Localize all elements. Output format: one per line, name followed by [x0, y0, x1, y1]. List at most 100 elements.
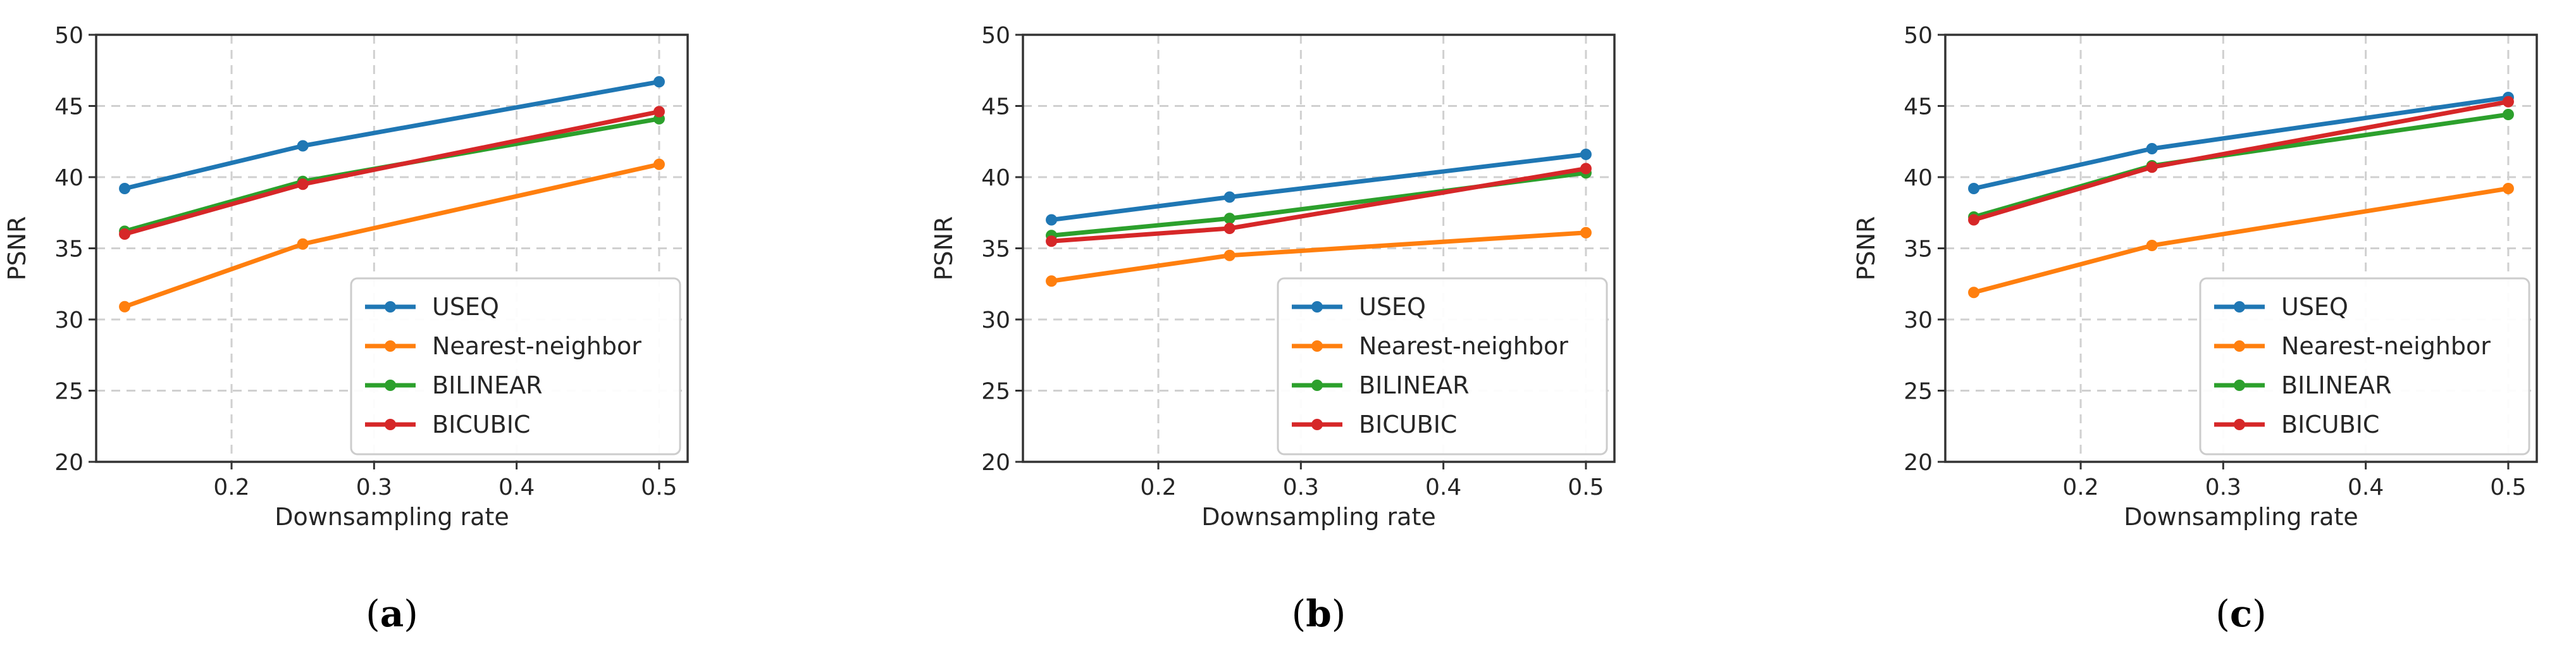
legend-label: BILINEAR [1359, 371, 1470, 399]
panel-label: (b) [1292, 592, 1346, 635]
legend-box [1277, 277, 1608, 456]
y-tick-label: 50 [1904, 23, 1933, 49]
legend-marker [1311, 301, 1323, 313]
series-line-useq [122, 79, 662, 191]
y-axis: 20 25 30 35 40 45 50 [1904, 23, 1945, 476]
data-point-nearest-neighbor [653, 158, 665, 170]
x-axis: 0.2 0.3 0.4 0.5 [213, 462, 678, 500]
y-axis-label: PSNR [1852, 216, 1880, 281]
series-line-useq [1049, 152, 1588, 222]
x-tick-label: 0.5 [641, 474, 677, 500]
legend-item-useq: USEQ [365, 293, 499, 321]
x-axis-label: Downsampling rate [2124, 503, 2358, 531]
y-tick-label: 40 [981, 165, 1010, 191]
data-point-nearest-neighbor [1580, 226, 1592, 239]
legend-label: Nearest-neighbor [1359, 332, 1568, 360]
y-tick-label: 40 [1904, 165, 1933, 191]
series-bicubic [119, 106, 665, 240]
series-bilinear [1968, 109, 2514, 223]
x-tick-label: 0.5 [2490, 474, 2526, 500]
legend-label: BICUBIC [1359, 411, 1457, 438]
y-axis-label: PSNR [3, 216, 31, 281]
data-point-nearest-neighbor [1223, 249, 1235, 261]
series-useq [1046, 149, 1592, 226]
series-useq [119, 76, 665, 194]
legend-marker [2234, 380, 2245, 391]
y-tick-label: 30 [54, 307, 84, 333]
data-point-bicubic [653, 106, 665, 118]
legend-marker [2234, 340, 2245, 352]
legend-label: BILINEAR [2281, 371, 2392, 399]
chart-panel-a: 20 25 30 35 40 45 50 0.2 0.3 0.4 0.5 Downsampling r… [3, 23, 689, 635]
legend-marker [385, 301, 396, 313]
y-tick-label: 25 [981, 379, 1010, 405]
legend-label: USEQ [2281, 293, 2348, 321]
x-tick-label: 0.3 [2205, 474, 2241, 500]
data-point-bicubic [1580, 163, 1592, 175]
legend-marker [385, 380, 396, 391]
data-point-bicubic [1046, 235, 1058, 247]
legend-item-nearest-neighbor: Nearest-neighbor [2214, 332, 2491, 360]
y-tick-label: 45 [981, 94, 1010, 120]
data-point-useq [2146, 143, 2158, 154]
legend-item-bicubic: BICUBIC [1292, 411, 1457, 438]
legend-label: BICUBIC [432, 411, 530, 438]
data-point-nearest-neighbor [2146, 240, 2158, 251]
data-point-useq [653, 76, 665, 88]
series-bicubic [1046, 163, 1592, 247]
x-axis-label: Downsampling rate [1201, 503, 1435, 531]
y-tick-label: 45 [54, 94, 84, 120]
legend-label: USEQ [1359, 293, 1426, 321]
y-tick-label: 50 [981, 23, 1010, 49]
x-tick-label: 0.4 [1425, 474, 1461, 500]
data-point-nearest-neighbor [297, 238, 309, 250]
x-tick-label: 0.2 [2062, 474, 2098, 500]
legend: USEQ Nearest-neighbor BILINEAR BICUBIC [350, 277, 681, 456]
data-point-useq [1580, 149, 1592, 160]
legend-marker [2234, 419, 2245, 430]
legend: USEQ Nearest-neighbor BILINEAR BICUBIC [1277, 277, 1608, 456]
x-tick-label: 0.3 [356, 474, 392, 500]
data-point-nearest-neighbor [1046, 275, 1058, 287]
y-axis-label: PSNR [930, 216, 958, 281]
data-point-useq [119, 183, 131, 194]
y-tick-label: 50 [54, 23, 84, 49]
data-point-bicubic [297, 178, 309, 190]
chart-panel-c: 20 25 30 35 40 45 50 0.2 0.3 0.4 0.5 Downsampling r… [1852, 23, 2538, 635]
x-tick-label: 0.2 [213, 474, 249, 500]
data-point-useq [1968, 183, 1980, 194]
series-useq [1968, 92, 2514, 194]
legend-label: BILINEAR [432, 371, 543, 399]
y-tick-label: 35 [54, 237, 84, 263]
data-point-bilinear [2502, 109, 2514, 120]
x-tick-label: 0.5 [1568, 474, 1604, 500]
series-line-useq [1971, 95, 2511, 191]
series-nearest-neighbor [1968, 183, 2514, 299]
data-point-useq [297, 140, 309, 152]
data-point-bilinear [1223, 213, 1235, 225]
data-point-nearest-neighbor [1968, 287, 1980, 299]
y-tick-label: 30 [1904, 307, 1933, 333]
legend-item-bilinear: BILINEAR [2214, 371, 2392, 399]
legend-item-useq: USEQ [1292, 293, 1426, 321]
x-tick-label: 0.4 [498, 474, 535, 500]
legend-box [2199, 277, 2530, 456]
legend-marker [1311, 340, 1323, 352]
panel-label: (a) [366, 592, 418, 635]
series-line-nearest-neighbor [1049, 230, 1588, 283]
y-tick-label: 25 [54, 379, 84, 405]
y-tick-label: 25 [1904, 379, 1933, 405]
data-point-bicubic [119, 228, 131, 240]
x-axis: 0.2 0.3 0.4 0.5 [2062, 462, 2527, 500]
data-point-nearest-neighbor [2502, 183, 2514, 194]
series-line-bilinear [122, 116, 662, 233]
panel-label: (c) [2215, 592, 2267, 635]
chart-panel-b: 20 25 30 35 40 45 50 0.2 0.3 0.4 0.5 Downsampling r… [930, 23, 1616, 635]
legend-marker [385, 419, 396, 430]
legend-item-nearest-neighbor: Nearest-neighbor [1292, 332, 1568, 360]
series-bilinear [1046, 167, 1592, 242]
y-tick-label: 20 [54, 450, 84, 476]
x-axis-label: Downsampling rate [275, 503, 509, 531]
data-point-nearest-neighbor [119, 301, 131, 313]
